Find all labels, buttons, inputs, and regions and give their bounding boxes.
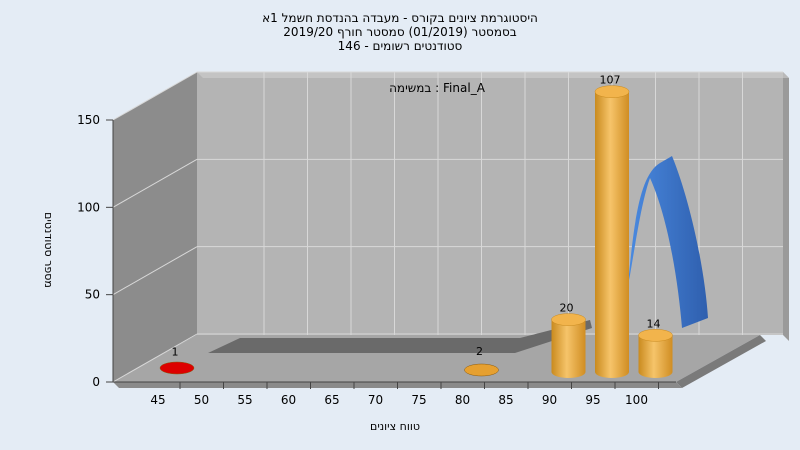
bar-95: 107 <box>594 74 630 378</box>
bar-data-label: 1 <box>172 345 179 358</box>
bar-body <box>551 319 586 378</box>
y-tick-label: 0 <box>92 375 100 389</box>
bar-top <box>551 313 586 326</box>
bar-disc <box>159 361 195 375</box>
title-line-1: היסטוגרמת ציונים בקורס - מעבדה בהנדסת חש… <box>262 11 538 25</box>
bar-top <box>638 329 673 342</box>
x-tick-label: 70 <box>368 393 383 407</box>
plot-back-wall <box>197 72 783 335</box>
x-tick-label: 60 <box>281 393 296 407</box>
grid-line-diagonal <box>112 158 198 208</box>
x-tick-label: 100 <box>625 393 648 407</box>
bar-data-label: 14 <box>647 317 661 330</box>
y-tick-label: 100 <box>77 200 100 214</box>
floor-shadow-ribbon <box>208 320 592 353</box>
back-wall-top-edge <box>197 72 789 78</box>
y-tick-label: 50 <box>85 288 100 302</box>
title-line-3: סטודנטים רשומים - 146 <box>338 39 463 53</box>
title-line-2: בסמסטר (01/2019) סמסטר חורף 2019/20 <box>283 25 516 39</box>
inner-title: במשימה : Final_A <box>389 81 486 95</box>
grid-line-diagonal <box>112 71 198 121</box>
bar-data-label: 2 <box>476 345 483 358</box>
x-tick-label: 55 <box>237 393 252 407</box>
chart-title: היסטוגרמת ציונים בקורס - מעבדה בהנדסת חש… <box>262 11 538 53</box>
bar-data-label: 107 <box>600 74 621 87</box>
x-tick-label: 50 <box>194 393 209 407</box>
distribution-curve <box>628 156 708 328</box>
bar-body <box>638 335 673 378</box>
bar-data-label: 20 <box>560 302 574 315</box>
x-tick-label: 95 <box>585 393 600 407</box>
bar-80: 2 <box>464 345 499 377</box>
x-tick-label: 65 <box>324 393 339 407</box>
grid-line-diagonal <box>112 246 198 296</box>
bar-disc <box>464 363 499 377</box>
x-tick-label: 80 <box>455 393 470 407</box>
bars: 1 2 20 107 14 <box>159 74 673 378</box>
bar-body <box>595 91 629 378</box>
plot-left-wall <box>113 72 197 382</box>
x-axis-ticks: 45 50 55 60 65 70 75 80 85 90 95 100 <box>150 382 659 407</box>
x-tick-label: 85 <box>498 393 513 407</box>
y-axis-ticks: 0 50 100 150 <box>77 113 113 389</box>
y-tick-label: 150 <box>77 113 100 127</box>
x-tick-label: 75 <box>411 393 426 407</box>
bar-45: 1 <box>159 345 195 375</box>
y-axis-title: מספר סטודנטים <box>42 212 55 288</box>
x-tick-label: 45 <box>150 393 165 407</box>
x-axis-title: טווח ציונים <box>370 420 420 433</box>
floor-right-edge <box>676 335 766 388</box>
back-wall-right-edge <box>783 72 789 341</box>
bar-top <box>594 85 630 98</box>
bar-100: 14 <box>638 317 673 378</box>
bar-90: 20 <box>551 302 586 378</box>
x-tick-label: 90 <box>542 393 557 407</box>
grid-line-diagonal <box>112 333 198 383</box>
